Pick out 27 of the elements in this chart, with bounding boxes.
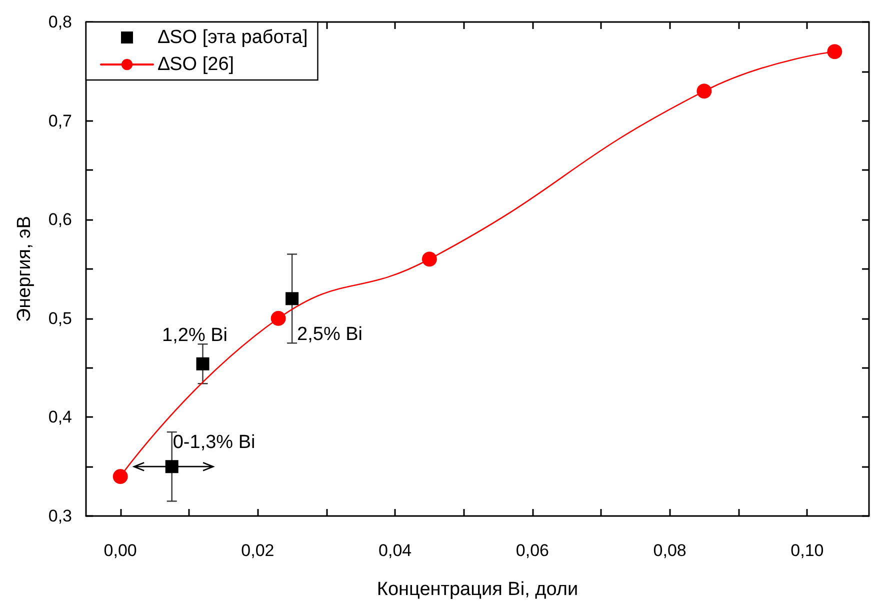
point xyxy=(827,44,842,60)
annotation: 1,2% Bi xyxy=(162,324,228,346)
point xyxy=(196,357,210,370)
point xyxy=(696,84,712,99)
point xyxy=(422,252,437,267)
point xyxy=(286,292,299,306)
x-tick-label: 0,00 xyxy=(104,541,137,560)
legend-label: ∆SO [эта работа] xyxy=(158,27,308,48)
point xyxy=(270,310,286,326)
y-tick-label: 0,8 xyxy=(48,12,72,32)
y-tick-label: 0,5 xyxy=(48,308,72,328)
y-tick-label: 0,6 xyxy=(48,210,72,230)
x-axis-title: Концентрация Bi, доли xyxy=(376,579,578,600)
annotation: 0-1,3% Bi xyxy=(172,432,256,454)
y-axis-title: Энергия, эВ xyxy=(14,216,35,322)
y-tick-label: 0,7 xyxy=(48,111,72,130)
point xyxy=(165,460,178,474)
annotation: 2,5% Bi xyxy=(297,324,363,346)
x-tick-label: 0,02 xyxy=(241,541,274,560)
x-tick-label: 0,10 xyxy=(790,541,824,560)
legend-label: ∆SO [26] xyxy=(158,54,234,75)
y-tick-label: 0,3 xyxy=(48,506,72,526)
x-tick-label: 0,08 xyxy=(653,541,686,560)
x-tick-label: 0,06 xyxy=(516,541,549,560)
point xyxy=(112,468,128,484)
y-tick-label: 0,4 xyxy=(48,408,72,427)
x-tick-label: 0,04 xyxy=(378,541,412,560)
